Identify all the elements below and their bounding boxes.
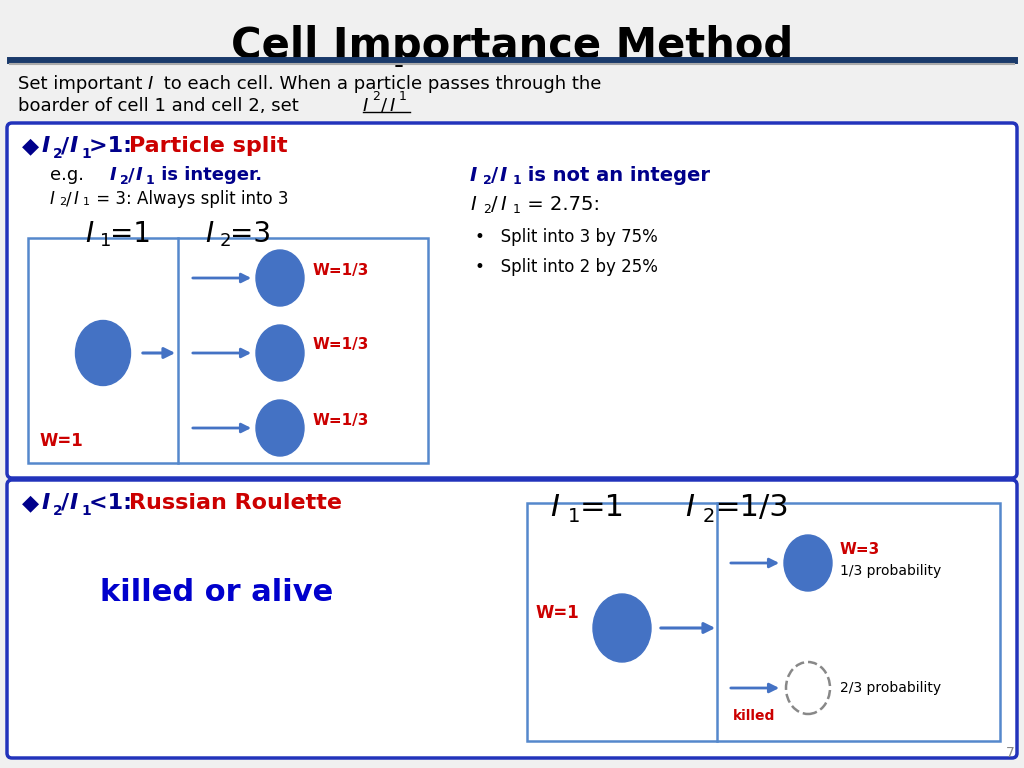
Text: I: I [390,97,395,115]
Text: Particle split: Particle split [129,136,288,156]
Text: 1: 1 [81,504,91,518]
Text: is integer.: is integer. [155,166,262,184]
Text: /: / [490,195,498,214]
Text: 2: 2 [53,504,62,518]
Text: I: I [470,166,477,185]
Text: I: I [110,166,117,184]
Text: >1:: >1: [89,136,139,156]
Text: 2: 2 [53,147,62,161]
Text: I: I [42,493,50,513]
Text: ◆: ◆ [22,493,39,513]
Text: 2: 2 [59,197,67,207]
Text: 1/3 probability: 1/3 probability [840,564,941,578]
Text: I: I [70,136,78,156]
Text: Set important: Set important [18,75,148,93]
Text: I: I [85,220,93,248]
Text: /: / [128,166,134,184]
Text: W=1/3: W=1/3 [313,412,370,428]
Text: Russian Roulette: Russian Roulette [129,493,342,513]
Text: 1: 1 [83,197,90,207]
Text: = 2.75:: = 2.75: [521,195,600,214]
Text: 2/3 probability: 2/3 probability [840,681,941,695]
Text: 2: 2 [372,90,380,103]
Text: 7: 7 [1007,746,1015,760]
Text: I: I [205,220,213,248]
Text: 2: 2 [483,174,492,187]
Text: /: / [61,493,70,513]
Text: W=1: W=1 [535,604,579,622]
Ellipse shape [593,594,651,662]
Text: =1: =1 [580,493,625,522]
Text: e.g.: e.g. [50,166,101,184]
Ellipse shape [76,320,130,386]
Text: I: I [550,493,559,522]
Text: =3: =3 [230,220,271,248]
Text: I: I [500,166,507,185]
Text: /: / [61,136,70,156]
Text: = 3: Always split into 3: = 3: Always split into 3 [91,190,289,208]
Text: I: I [136,166,142,184]
Bar [28,238,428,463]
Text: 2: 2 [220,232,231,250]
Text: I: I [50,190,55,208]
Text: •   Split into 2 by 25%: • Split into 2 by 25% [475,258,657,276]
Bar [527,503,1000,741]
Text: ◆: ◆ [22,136,39,156]
Text: W=1: W=1 [40,432,84,450]
Text: 2: 2 [120,174,129,187]
Text: /: / [66,190,72,208]
Text: 1: 1 [513,203,521,216]
Text: I: I [470,195,476,214]
Text: I: I [148,75,154,93]
Text: I: I [362,97,369,115]
Ellipse shape [256,400,304,456]
Text: 1: 1 [81,147,91,161]
Text: 2: 2 [703,507,716,526]
Text: 1: 1 [568,507,581,526]
Text: 1: 1 [146,174,155,187]
Text: boarder of cell 1 and cell 2, set: boarder of cell 1 and cell 2, set [18,97,304,115]
Text: 1: 1 [399,90,407,103]
Text: I: I [42,136,50,156]
Text: killed or alive: killed or alive [100,578,333,607]
Text: to each cell. When a particle passes through the: to each cell. When a particle passes thr… [158,75,601,93]
Text: I: I [74,190,79,208]
Ellipse shape [256,325,304,381]
Text: I: I [685,493,694,522]
Text: 1: 1 [513,174,522,187]
Text: W=1/3: W=1/3 [313,337,370,353]
Text: =1/3: =1/3 [715,493,790,522]
Text: 1: 1 [100,232,112,250]
Text: 2: 2 [483,203,490,216]
Text: •   Split into 3 by 75%: • Split into 3 by 75% [475,228,657,246]
Ellipse shape [784,535,831,591]
Text: =1: =1 [110,220,151,248]
Text: W=3: W=3 [840,542,881,558]
FancyBboxPatch shape [7,123,1017,478]
Text: /: / [381,97,387,115]
Ellipse shape [256,250,304,306]
Text: <1:: <1: [89,493,139,513]
Text: Cell Importance Method: Cell Importance Method [230,25,794,67]
Text: W=1/3: W=1/3 [313,263,370,277]
Text: killed: killed [733,709,775,723]
Text: is not an integer: is not an integer [521,166,710,185]
Text: I: I [500,195,506,214]
Text: /: / [490,166,498,185]
Text: I: I [70,493,78,513]
FancyBboxPatch shape [7,480,1017,758]
